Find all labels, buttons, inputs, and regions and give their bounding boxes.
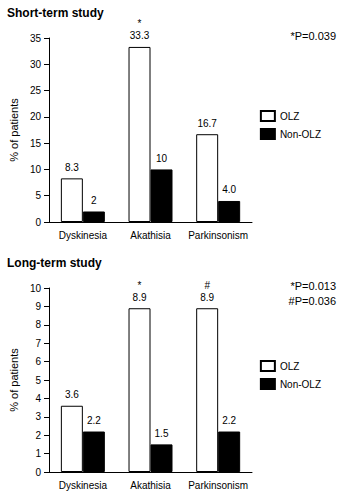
svg-text:8.9: 8.9 — [133, 292, 147, 303]
svg-text:Dyskinesia: Dyskinesia — [59, 480, 108, 491]
svg-text:8.9: 8.9 — [200, 292, 214, 303]
svg-text:*P=0.039: *P=0.039 — [290, 30, 336, 42]
svg-text:15: 15 — [30, 138, 42, 149]
svg-text:2.2: 2.2 — [222, 415, 236, 426]
svg-text:Short-term study: Short-term study — [7, 6, 104, 20]
svg-text:Akathisia: Akathisia — [130, 480, 171, 491]
svg-text:Dyskinesia: Dyskinesia — [59, 230, 108, 241]
svg-text:8.3: 8.3 — [65, 162, 79, 173]
svg-text:Parkinsonism: Parkinsonism — [188, 480, 248, 491]
svg-text:4.0: 4.0 — [222, 184, 236, 195]
svg-text:25: 25 — [30, 85, 42, 96]
svg-text:0: 0 — [35, 217, 41, 228]
svg-text:4: 4 — [35, 393, 41, 404]
svg-text:% of patients: % of patients — [8, 348, 20, 412]
svg-text:Akathisia: Akathisia — [130, 230, 171, 241]
svg-text:2: 2 — [35, 430, 41, 441]
svg-text:3.6: 3.6 — [65, 389, 79, 400]
svg-text:8: 8 — [35, 319, 41, 330]
svg-text:3: 3 — [35, 411, 41, 422]
svg-text:OLZ: OLZ — [280, 111, 299, 122]
svg-text:20: 20 — [30, 111, 42, 122]
svg-text:Non-OLZ: Non-OLZ — [280, 129, 321, 140]
svg-text:*: * — [138, 18, 142, 29]
svg-text:*: * — [138, 280, 142, 291]
svg-text:5: 5 — [35, 375, 41, 386]
svg-text:10: 10 — [30, 164, 42, 175]
svg-text:30: 30 — [30, 59, 42, 70]
svg-text:2.2: 2.2 — [87, 415, 101, 426]
svg-text:10: 10 — [156, 153, 168, 164]
svg-text:Long-term study: Long-term study — [7, 256, 102, 270]
svg-text:1.5: 1.5 — [155, 428, 169, 439]
svg-text:16.7: 16.7 — [197, 118, 217, 129]
svg-text:OLZ: OLZ — [280, 361, 299, 372]
svg-text:9: 9 — [35, 301, 41, 312]
svg-text:% of patients: % of patients — [8, 98, 20, 162]
svg-text:7: 7 — [35, 338, 41, 349]
svg-text:1: 1 — [35, 448, 41, 459]
svg-text:35: 35 — [30, 33, 42, 44]
svg-text:#: # — [204, 280, 210, 291]
svg-text:0: 0 — [35, 467, 41, 478]
svg-text:2: 2 — [91, 195, 97, 206]
svg-text:10: 10 — [30, 283, 42, 294]
svg-text:Parkinsonism: Parkinsonism — [188, 230, 248, 241]
svg-text:5: 5 — [35, 190, 41, 201]
svg-text:33.3: 33.3 — [130, 30, 150, 41]
svg-text:Non-OLZ: Non-OLZ — [280, 379, 321, 390]
svg-text:#P=0.036: #P=0.036 — [289, 295, 336, 307]
svg-text:*P=0.013: *P=0.013 — [290, 280, 336, 292]
svg-text:6: 6 — [35, 356, 41, 367]
